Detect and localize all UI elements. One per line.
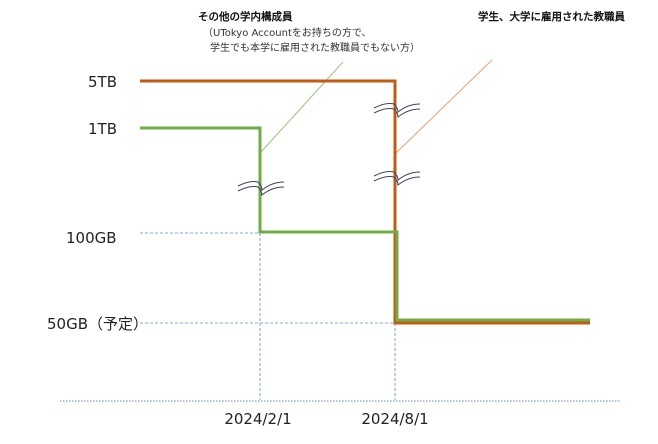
series-others (140, 126, 590, 322)
break-mark-icon (237, 181, 285, 197)
others-note-line1: （UTokyo Accountをお持ちの方で、 (203, 26, 371, 39)
break-mark-icon (373, 171, 421, 187)
others-note-line2: 学生でも本学に雇用された教職員でもない方） (210, 41, 420, 54)
label-1tb: 1TB (88, 120, 117, 138)
others-callout-line (260, 61, 344, 153)
break-mark-icon (373, 103, 421, 119)
series-students-staff (140, 79, 590, 325)
label-2024-8-1: 2024/8/1 (361, 410, 428, 428)
label-2024-2-1: 2024/2/1 (224, 410, 291, 428)
others-title: その他の学内構成員 (198, 10, 293, 23)
label-50gb-planned: 50GB（予定） (47, 315, 148, 333)
label-100gb: 100GB (66, 229, 117, 247)
label-5tb: 5TB (88, 73, 117, 91)
students-callout-line (395, 59, 493, 154)
students-staff-title: 学生、大学に雇用された教職員 (478, 10, 625, 23)
